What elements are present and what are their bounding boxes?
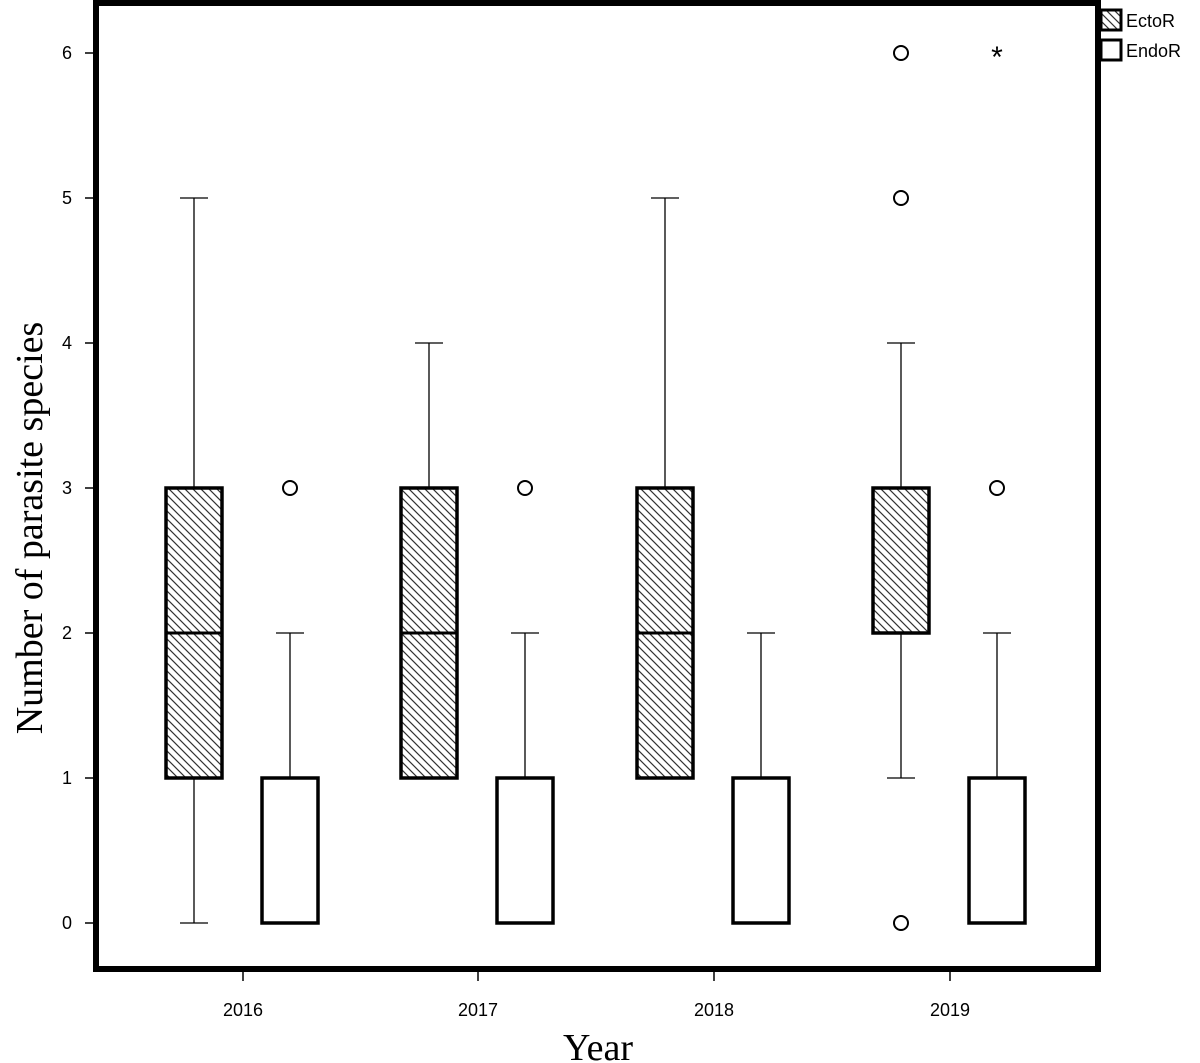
box-ector-2018 <box>635 197 695 780</box>
y-axis: 0 1 2 3 4 5 6 <box>62 43 93 933</box>
x-axis-title: Year <box>563 1027 633 1063</box>
y-tick-label: 3 <box>62 478 72 498</box>
legend-label: EctoR <box>1126 11 1175 31</box>
legend-entry-endor: EndoR <box>1099 38 1181 62</box>
y-tick-label: 2 <box>62 623 72 643</box>
box-ector-2016 <box>164 197 224 924</box>
box-endor-2016 <box>260 480 320 925</box>
legend-label: EndoR <box>1126 41 1181 61</box>
outlier-point <box>282 480 298 496</box>
box-group: * <box>164 41 1027 931</box>
plot-frame <box>93 0 1101 972</box>
outlier-point <box>893 915 909 931</box>
legend-entry-ector: EctoR <box>1099 8 1175 32</box>
x-axis: 2016 2017 2018 2019 <box>223 972 970 1020</box>
legend: EctoR EndoR <box>1099 8 1181 62</box>
legend-swatch <box>1099 8 1123 32</box>
box-body <box>871 486 931 635</box>
box-endor-2018 <box>731 632 791 925</box>
x-tick-label: 2016 <box>223 1000 263 1020</box>
x-tick-label: 2019 <box>930 1000 970 1020</box>
box-endor-2017 <box>495 480 555 925</box>
box-endor-2019: * <box>967 41 1027 925</box>
box-body <box>495 776 555 925</box>
box-body <box>731 776 791 925</box>
y-tick-label: 4 <box>62 333 72 353</box>
outlier-point <box>989 480 1005 496</box>
outlier-point <box>893 45 909 61</box>
y-tick-label: 0 <box>62 913 72 933</box>
x-tick-label: 2018 <box>694 1000 734 1020</box>
legend-swatch <box>1099 38 1123 62</box>
extreme-point: * <box>991 41 1003 74</box>
box-body <box>967 776 1027 925</box>
y-tick-label: 6 <box>62 43 72 63</box>
y-tick-label: 5 <box>62 188 72 208</box>
box-body <box>260 776 320 925</box>
y-tick-label: 1 <box>62 768 72 788</box>
box-ector-2019 <box>871 45 931 931</box>
y-axis-title: Number of parasite species <box>9 322 51 735</box>
outlier-point <box>517 480 533 496</box>
box-ector-2017 <box>399 342 459 780</box>
x-tick-label: 2017 <box>458 1000 498 1020</box>
outlier-point <box>893 190 909 206</box>
